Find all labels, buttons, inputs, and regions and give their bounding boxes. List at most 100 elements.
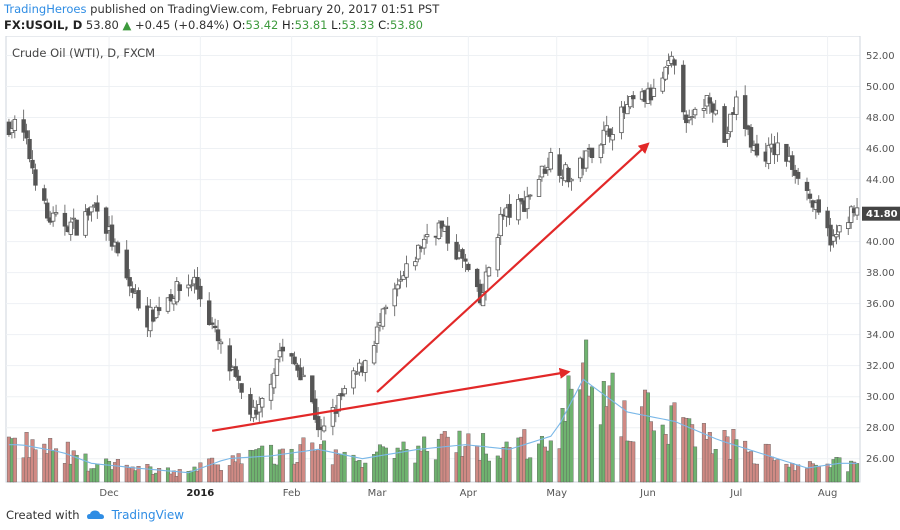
candle-body xyxy=(233,366,238,377)
candle-body xyxy=(619,106,624,134)
candle-body xyxy=(89,206,94,213)
open-value: 53.42 xyxy=(245,18,279,32)
y-tick-label: 50.00 xyxy=(866,82,895,93)
candle-body xyxy=(569,178,574,182)
candle-body xyxy=(831,235,836,242)
volume-bar xyxy=(301,437,306,483)
volume-bar xyxy=(33,449,38,483)
candle-body xyxy=(604,125,609,132)
candle-body xyxy=(198,285,203,300)
candle-body xyxy=(701,108,707,111)
close-label: C: xyxy=(378,18,390,32)
candle-body xyxy=(268,383,274,401)
volume-bar xyxy=(322,440,327,483)
y-tick-label: 32.00 xyxy=(866,361,895,372)
volume-bar xyxy=(590,386,595,483)
candle-body xyxy=(136,290,141,309)
volume-bar xyxy=(610,372,615,483)
candle-body xyxy=(713,109,718,115)
candle-body xyxy=(310,375,315,403)
x-tick-label: Aug xyxy=(818,488,838,499)
volume-bar xyxy=(177,469,182,483)
volume-bar xyxy=(631,441,636,483)
created-with-text: Created with xyxy=(6,508,80,522)
candle-body xyxy=(795,171,801,179)
candle-body xyxy=(480,292,486,307)
candle-body xyxy=(115,242,121,254)
candle-body xyxy=(790,155,795,170)
volume-bar xyxy=(672,402,677,483)
candle-body xyxy=(156,307,162,312)
volume-bar xyxy=(693,446,698,483)
candle-body xyxy=(766,144,771,164)
candle-body xyxy=(12,119,18,131)
candle-body xyxy=(775,142,780,156)
volume-bar xyxy=(507,447,512,483)
volume-bar xyxy=(404,449,409,483)
candle-body xyxy=(672,59,677,66)
candle-body xyxy=(651,87,657,97)
candle-body xyxy=(174,281,179,303)
candle-body xyxy=(421,238,427,249)
volume-bar xyxy=(54,448,59,483)
volume-bar xyxy=(12,437,17,483)
volume-bar xyxy=(260,445,265,483)
plot-area xyxy=(5,36,861,483)
y-tick-label: 28.00 xyxy=(866,423,895,434)
candle-body xyxy=(209,322,215,325)
candle-body xyxy=(103,207,109,234)
candle-body xyxy=(127,277,132,287)
candle-body xyxy=(195,277,200,290)
candle-body xyxy=(436,222,442,239)
candle-body xyxy=(189,284,194,287)
price-chart[interactable]: 52.0050.0048.0046.0044.0042.0040.0038.00… xyxy=(0,36,900,500)
candle-body xyxy=(557,154,562,176)
x-tick-label: Feb xyxy=(283,488,301,499)
volume-bar xyxy=(218,470,223,483)
y-tick-label: 40.00 xyxy=(866,237,895,248)
volume-bar xyxy=(528,457,533,483)
candle-body xyxy=(363,360,368,373)
candle-body xyxy=(498,213,503,237)
candle-body xyxy=(21,119,26,133)
candle-body xyxy=(424,234,430,238)
author-link[interactable]: TradingHeroes xyxy=(4,2,87,16)
candle-body xyxy=(271,372,277,389)
candle-body xyxy=(83,211,88,236)
x-tick-label: Mar xyxy=(368,488,388,499)
volume-bar xyxy=(754,463,759,483)
candle-body xyxy=(607,128,612,137)
last-price-label: 41.80 xyxy=(866,209,898,220)
candle-body xyxy=(212,325,218,329)
candle-body xyxy=(239,383,244,393)
volume-bar xyxy=(363,462,368,483)
volume-bar xyxy=(486,460,491,483)
candle-body xyxy=(321,425,327,432)
candle-body xyxy=(784,143,789,162)
volume-bar xyxy=(796,464,801,483)
candle-body xyxy=(392,288,397,307)
candle-body xyxy=(583,150,589,169)
tradingview-link[interactable]: TradingView xyxy=(111,508,185,522)
x-tick-label: Jun xyxy=(639,488,656,499)
candle-body xyxy=(289,353,294,357)
candle-body xyxy=(95,202,100,212)
candle-body xyxy=(542,168,548,174)
candle-body xyxy=(495,237,500,271)
volume-bar xyxy=(157,468,162,483)
close-value: 53.80 xyxy=(389,18,423,32)
volume-bar xyxy=(522,429,527,483)
candle-body xyxy=(486,267,492,277)
price-change: +0.45 (+0.84%) xyxy=(135,18,230,32)
candle-body xyxy=(460,249,465,259)
volume-bar xyxy=(24,432,29,483)
candle-body xyxy=(525,196,530,210)
y-tick-label: 34.00 xyxy=(866,330,895,341)
candle-body xyxy=(725,133,730,140)
candle-body xyxy=(728,113,733,133)
volume-bar xyxy=(775,459,780,483)
candle-body xyxy=(828,224,833,246)
x-tick-label: Apr xyxy=(460,488,478,499)
candle-body xyxy=(248,394,253,415)
